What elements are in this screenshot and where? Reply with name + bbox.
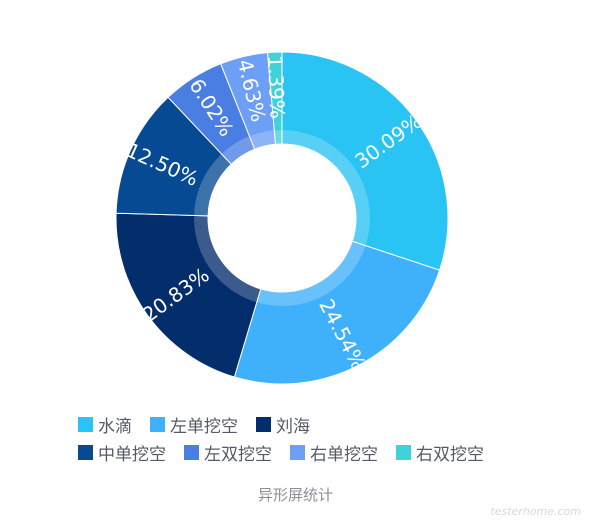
legend-label: 左双挖空 [204,444,272,465]
legend: 水滴 左单挖空 刘海中单挖空 左双挖空 右单挖空 右双挖空 [78,410,538,466]
inner-ring [194,130,370,306]
legend-item-右双挖空[interactable]: 右双挖空 [396,440,484,465]
legend-swatch [78,416,93,432]
legend-swatch [150,416,165,432]
legend-label: 刘海 [276,416,310,437]
legend-item-左双挖空[interactable]: 左双挖空 [184,440,272,465]
legend-item-刘海[interactable]: 刘海 [256,412,310,437]
watermark: testerhome.com [490,505,581,518]
legend-row: 水滴 左单挖空 刘海 [78,410,538,438]
legend-label: 中单挖空 [98,444,166,465]
legend-item-水滴[interactable]: 水滴 [78,412,132,437]
legend-item-右单挖空[interactable]: 右单挖空 [290,440,378,465]
legend-swatch [290,444,305,460]
slice-label: 1.39% [263,55,290,120]
legend-item-左单挖空[interactable]: 左单挖空 [150,412,238,437]
legend-label: 水滴 [98,416,132,437]
legend-swatch [396,444,411,460]
legend-swatch [184,444,199,460]
legend-item-中单挖空[interactable]: 中单挖空 [78,440,166,465]
donut-chart: 30.09%24.54%20.83%12.50%6.02%4.63%1.39% [115,51,449,385]
legend-label: 右双挖空 [416,444,484,465]
legend-label: 左单挖空 [170,416,238,437]
chart-title: 异形屏统计 [257,486,333,504]
legend-label: 右单挖空 [310,444,378,465]
legend-row: 中单挖空 左双挖空 右单挖空 右双挖空 [78,438,538,466]
legend-swatch [256,416,271,432]
donut-hole [208,144,356,292]
legend-swatch [78,444,93,460]
